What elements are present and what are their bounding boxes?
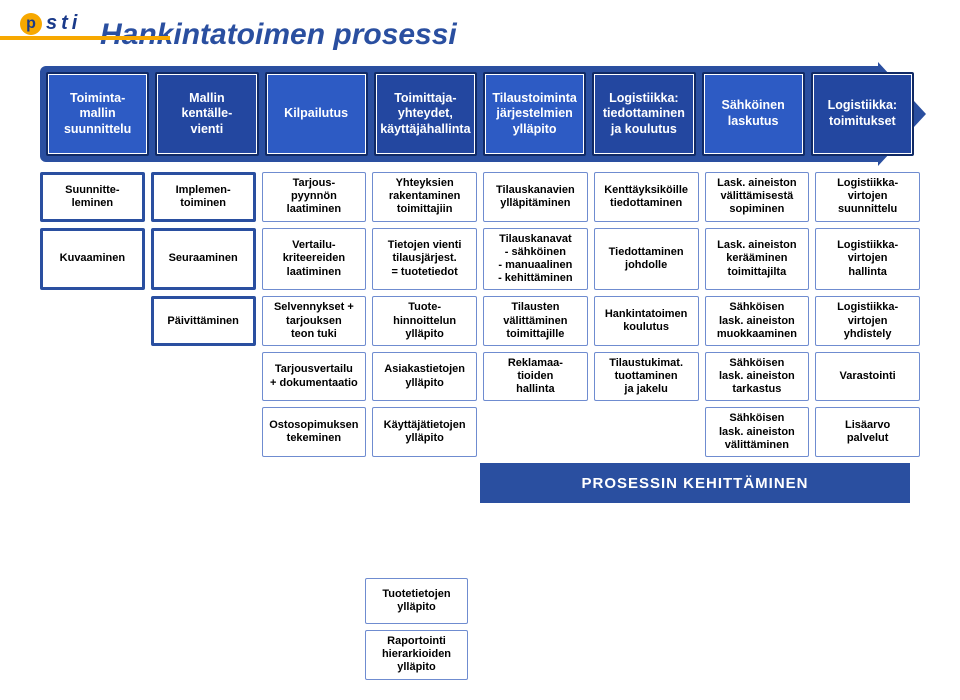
subprocess-box: Suunnitte-leminen (40, 172, 145, 222)
empty-cell (151, 352, 256, 402)
subprocess-box: Lisäarvopalvelut (815, 407, 920, 457)
subprocess-box: Logistiikka-virtojenhallinta (815, 228, 920, 291)
stage-box: Logistiikka:toimitukset (811, 72, 914, 156)
subprocess-box: Raportointihierarkioidenylläpito (365, 630, 468, 680)
subprocess-row-4: Tarjousvertailu+ dokumentaatioAsiakastie… (40, 352, 920, 402)
subprocess-box: Logistiikka-virtojenyhdistely (815, 296, 920, 346)
subprocess-box: Vertailu-kriteereidenlaatiminen (262, 228, 367, 291)
empty-cell (594, 407, 699, 457)
subprocess-box: Tuotetietojenylläpito (365, 578, 468, 624)
page-title: Hankintatoimen prosessi (100, 18, 920, 52)
stage-box: Toimittaja-yhteydet,käyttäjähallinta (374, 72, 477, 156)
empty-cell (151, 407, 256, 457)
subprocess-row-3: PäivittäminenSelvennykset +tarjouksenteo… (40, 296, 920, 346)
empty-cell (40, 352, 145, 402)
subprocess-box: Ostosopimuksentekeminen (262, 407, 367, 457)
stage-box: Sähköinenlaskutus (702, 72, 805, 156)
subprocess-box: Selvennykset +tarjouksenteon tuki (262, 296, 367, 346)
stage-box: Toiminta-mallinsuunnittelu (46, 72, 149, 156)
subprocess-box: Varastointi (815, 352, 920, 402)
subprocess-row-1: Suunnitte-leminenImplemen-toiminenTarjou… (40, 172, 920, 222)
subprocess-box: Tietojen vientitilausjärjest.= tuotetied… (372, 228, 477, 291)
logo-underline (0, 36, 170, 40)
process-arrow: Toiminta-mallinsuunnitteluMallinkentälle… (40, 66, 920, 162)
stage-box: Mallinkentälle-vienti (155, 72, 258, 156)
subprocess-box: Hankintatoimenkoulutus (594, 296, 699, 346)
subprocess-box: Tarjousvertailu+ dokumentaatio (262, 352, 367, 402)
subprocess-box: Tilauskanavienylläpitäminen (483, 172, 588, 222)
stage-box: Tilaustoimintajärjestelmienylläpito (483, 72, 586, 156)
subprocess-box: Sähköisenlask. aineistontarkastus (705, 352, 810, 402)
brand-logo: p sti (20, 12, 81, 35)
subprocess-box: Asiakastietojenylläpito (372, 352, 477, 402)
subprocess-box: Lask. aineistonvälittämisestäsopiminen (705, 172, 810, 222)
stage-row: Toiminta-mallinsuunnitteluMallinkentälle… (40, 66, 920, 162)
subprocess-row-5: OstosopimuksentekeminenKäyttäjätietojeny… (40, 407, 920, 457)
development-band-row: PROSESSIN KEHITTÄMINEN (40, 463, 920, 503)
development-band: PROSESSIN KEHITTÄMINEN (480, 463, 910, 503)
subprocess-box: Sähköisenlask. aineistonvälittäminen (705, 407, 810, 457)
subprocess-box: Implemen-toiminen (151, 172, 256, 222)
subprocess-box: Kuvaaminen (40, 228, 145, 291)
empty-cell (40, 407, 145, 457)
subprocess-box: Reklamaa-tioidenhallinta (483, 352, 588, 402)
subprocess-box: Logistiikka-virtojensuunnittelu (815, 172, 920, 222)
logo-circle-icon: p (20, 13, 42, 35)
subprocess-box: Sähköisenlask. aineistonmuokkaaminen (705, 296, 810, 346)
subprocess-box: Päivittäminen (151, 296, 256, 346)
subprocess-box: Yhteyksienrakentaminentoimittajiin (372, 172, 477, 222)
subprocess-box: Käyttäjätietojenylläpito (372, 407, 477, 457)
stage-box: Logistiikka:tiedottaminenja koulutus (592, 72, 695, 156)
logo-text: sti (46, 12, 81, 35)
subprocess-box: Seuraaminen (151, 228, 256, 291)
subprocess-box: Tilaustukimat.tuottaminenja jakelu (594, 352, 699, 402)
page: p sti Hankintatoimen prosessi Toiminta-m… (0, 0, 960, 700)
subprocess-box: Tilaustenvälittäminentoimittajille (483, 296, 588, 346)
subprocess-row-2: KuvaaminenSeuraaminenVertailu-kriteereid… (40, 228, 920, 291)
empty-cell (40, 296, 145, 346)
empty-cell (483, 407, 588, 457)
subprocess-box: Tarjous-pyynnönlaatiminen (262, 172, 367, 222)
subprocess-box: Lask. aineistonkerääminentoimittajilta (705, 228, 810, 291)
subprocess-box: Kenttäyksiköilletiedottaminen (594, 172, 699, 222)
subprocess-box: Tuote-hinnoittelunylläpito (372, 296, 477, 346)
subprocess-box: Tilauskanavat- sähköinen- manuaalinen- k… (483, 228, 588, 291)
subprocess-box: Tiedottaminenjohdolle (594, 228, 699, 291)
stage-box: Kilpailutus (265, 72, 368, 156)
